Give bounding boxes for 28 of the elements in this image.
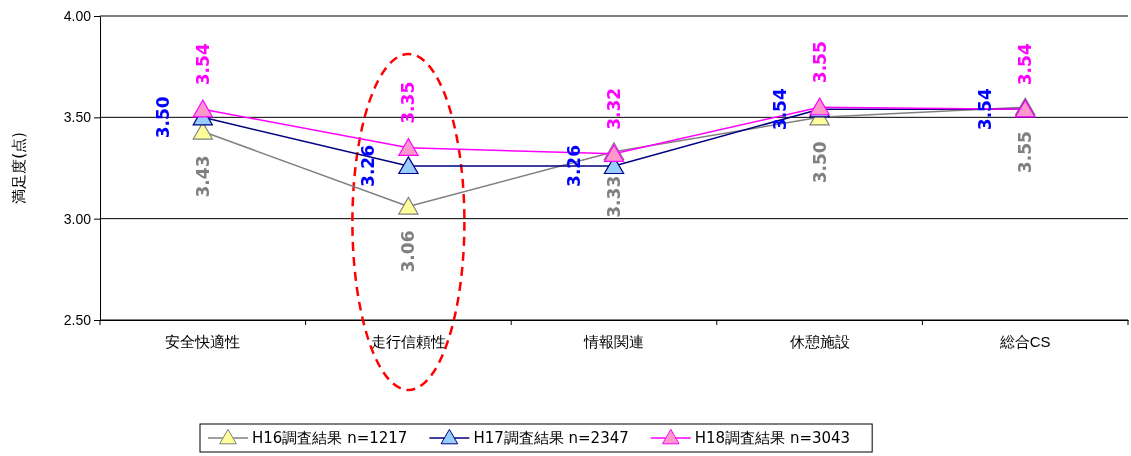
- legend-label: H18調査結果 n=3043: [694, 429, 851, 447]
- data-label: 3.54: [192, 43, 213, 86]
- x-tick-label: 総合CS: [998, 333, 1051, 350]
- data-label: 3.26: [358, 145, 379, 187]
- data-label: 3.50: [809, 141, 830, 184]
- data-label: 3.06: [398, 230, 419, 273]
- data-label: 3.43: [192, 155, 213, 198]
- x-tick-label: 走行信頼性: [370, 333, 446, 350]
- y-tick-label: 2.50: [63, 311, 92, 328]
- x-tick-label: 安全快適性: [165, 333, 241, 350]
- x-tick-label: 休憩施設: [789, 333, 850, 350]
- data-label: 3.54: [1015, 43, 1036, 86]
- data-label: 3.33: [604, 175, 624, 218]
- data-label: 3.32: [604, 87, 624, 130]
- data-label: 3.35: [398, 81, 419, 124]
- legend-label: H17調査結果 n=2347: [473, 429, 629, 447]
- data-label: 3.54: [769, 88, 790, 131]
- data-label: 3.50: [152, 96, 173, 139]
- x-tick-label: 情報関連: [583, 333, 644, 350]
- data-label: 3.55: [809, 41, 830, 84]
- data-label: 3.54: [975, 88, 996, 131]
- y-tick-label: 4.00: [63, 7, 92, 24]
- y-axis-title: 満足度(点): [10, 132, 28, 204]
- y-tick-label: 3.00: [63, 210, 92, 227]
- data-label: 3.26: [564, 145, 584, 187]
- data-label: 3.55: [1015, 131, 1036, 174]
- legend-label: H16調査結果 n=1217: [252, 429, 408, 447]
- y-tick-label: 3.50: [63, 109, 92, 126]
